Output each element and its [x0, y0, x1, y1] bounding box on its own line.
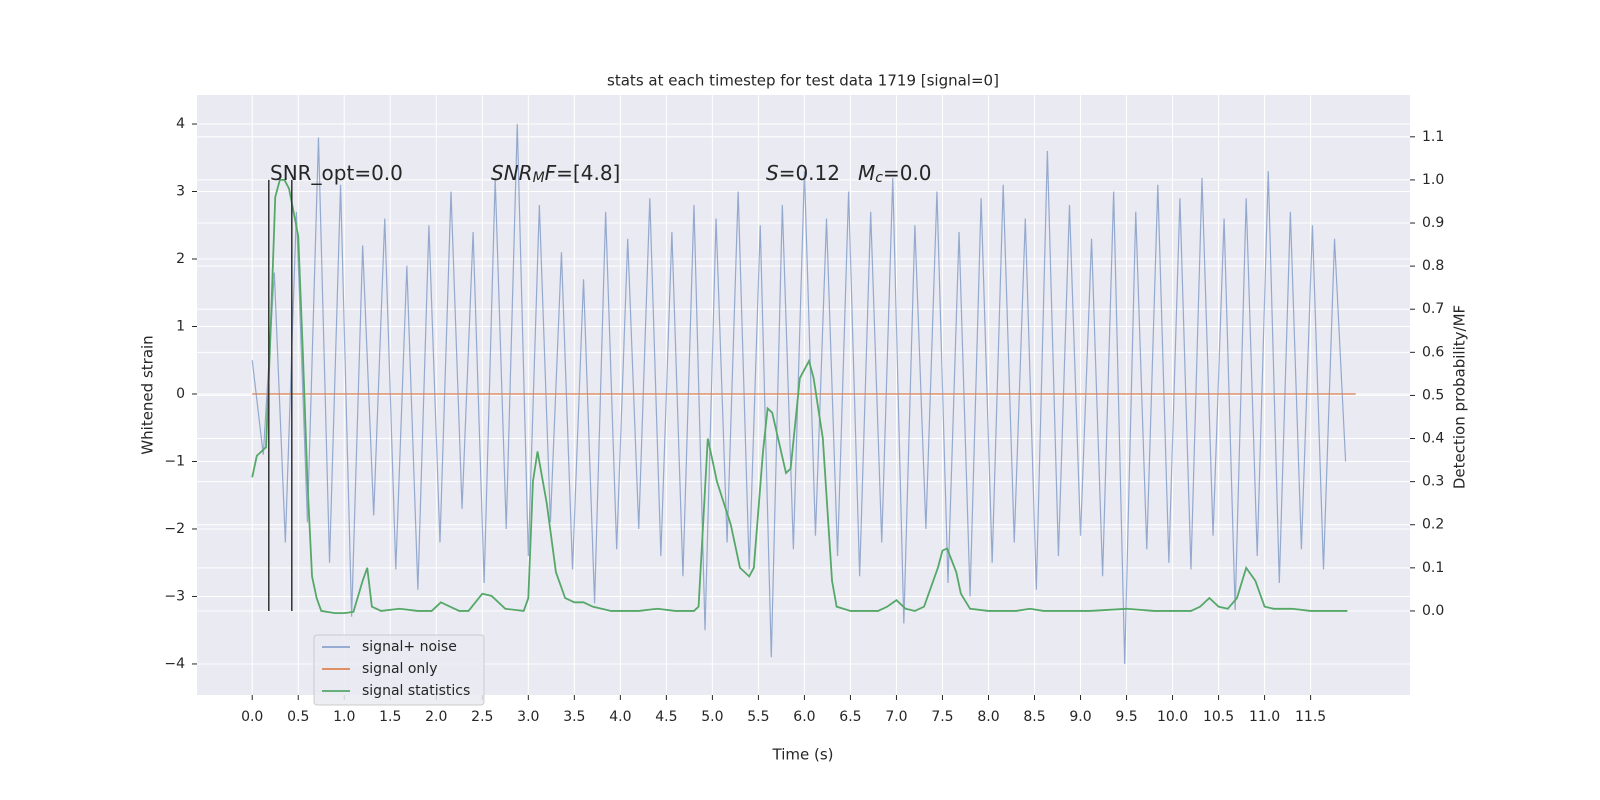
annotation-part: SNR_opt=0.0: [270, 161, 403, 185]
y2-tick-label: 0.9: [1422, 215, 1444, 231]
annotation-part: c: [875, 170, 883, 186]
series-line: [251, 179, 1348, 614]
x-tick-label: 4.0: [609, 709, 631, 725]
x-tick-label: 0.0: [241, 709, 263, 725]
annotation-part: S: [766, 161, 779, 185]
y2-tick-label: 0.4: [1422, 431, 1444, 447]
x-tick-label: 8.5: [1023, 709, 1045, 725]
series-line: [251, 124, 1347, 664]
y-tick-label: 0: [176, 386, 185, 402]
x-tick-label: 7.5: [931, 709, 953, 725]
legend-box: [313, 634, 485, 706]
x-tick-label: 5.5: [747, 709, 769, 725]
annotation: Mc=0.0: [858, 161, 932, 186]
x-tick-label: 0.5: [287, 709, 309, 725]
x-tick-label: 1.5: [379, 709, 401, 725]
annotation: SNR_opt=0.0: [270, 161, 403, 185]
y-tick-label: 1: [176, 318, 185, 334]
y-tick-label: −2: [164, 521, 185, 537]
y2-tick-label: 1.1: [1422, 129, 1444, 145]
x-tick-label: 9.5: [1115, 709, 1137, 725]
annotation-part: =0.0: [883, 161, 932, 185]
y2-tick-label: 0.1: [1422, 560, 1444, 576]
x-tick-label: 4.5: [655, 709, 677, 725]
annotation-part: F: [545, 161, 557, 185]
x-tick-label: 6.5: [839, 709, 861, 725]
y2-tick-label: 0.0: [1422, 603, 1444, 619]
legend-label: signal only: [362, 661, 437, 677]
x-tick-label: 5.0: [701, 709, 723, 725]
y2-tick-label: 0.6: [1422, 344, 1444, 360]
annotation: S=0.12: [766, 161, 840, 185]
y-tick-label: −4: [164, 656, 185, 672]
x-tick-label: 6.0: [793, 709, 815, 725]
legend-label: signal+ noise: [362, 639, 457, 655]
x-tick-label: 3.0: [517, 709, 539, 725]
x-tick-label: 2.0: [425, 709, 447, 725]
y-tick-label: −1: [164, 453, 185, 469]
y2-tick-label: 0.8: [1422, 258, 1444, 274]
y-tick-label: 4: [176, 116, 185, 132]
x-axis-label: Time (s): [772, 746, 834, 764]
annotation-part: M: [858, 161, 875, 185]
annotation-part: M: [533, 170, 545, 186]
y2-axis-label: Detection probability/MF: [1451, 305, 1469, 489]
y-tick-label: 3: [176, 184, 185, 200]
y-tick-label: 2: [176, 251, 185, 267]
y2-tick-label: 0.5: [1422, 387, 1444, 403]
x-tick-label: 7.0: [885, 709, 907, 725]
legend: signal+ noise signal only signal statistic…: [313, 634, 485, 706]
chart-title: stats at each timestep for test data 171…: [607, 72, 999, 90]
y-tick-label: −3: [164, 588, 185, 604]
y2-tick-label: 0.7: [1422, 301, 1444, 317]
x-tick-label: 2.5: [471, 709, 493, 725]
x-tick-label: 3.5: [563, 709, 585, 725]
annotation: SNRMF=[4.8]: [491, 161, 620, 186]
x-tick-label: 1.0: [333, 709, 355, 725]
y2-tick-label: 1.0: [1422, 172, 1444, 188]
legend-label: signal statistics: [362, 683, 470, 699]
x-tick-label: 11.0: [1249, 709, 1280, 725]
x-tick-label: 9.0: [1069, 709, 1091, 725]
annotation-part: =0.12: [779, 161, 840, 185]
y2-tick-label: 0.2: [1422, 517, 1444, 533]
annotation-part: =[4.8]: [556, 161, 620, 185]
x-tick-label: 8.0: [977, 709, 999, 725]
x-tick-label: 10.0: [1157, 709, 1188, 725]
x-tick-label: 10.5: [1203, 709, 1234, 725]
annotation-part: SNR: [491, 161, 533, 185]
x-tick-label: 11.5: [1295, 709, 1326, 725]
y-axis-label: Whitened strain: [139, 335, 157, 454]
y2-tick-label: 0.3: [1422, 474, 1444, 490]
